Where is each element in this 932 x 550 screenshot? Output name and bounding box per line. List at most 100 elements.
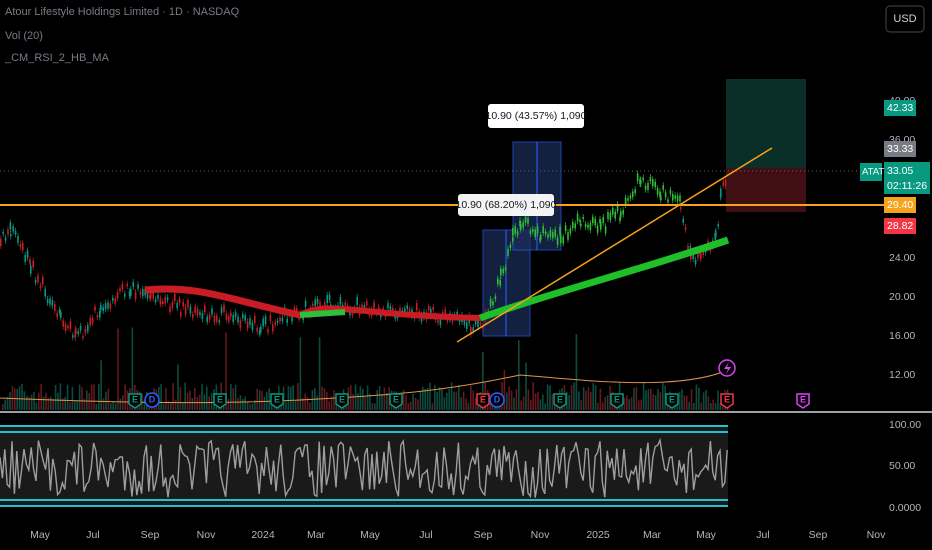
- candle-body: [406, 305, 408, 310]
- candle-body: [2, 231, 4, 235]
- candle-body: [137, 284, 139, 289]
- candle-body: [326, 295, 328, 304]
- candle-body: [514, 226, 516, 234]
- candle-body: [244, 315, 246, 321]
- volume-bar: [383, 387, 386, 410]
- candle-body: [258, 330, 261, 334]
- candle-body: [594, 218, 596, 226]
- candle-body: [512, 237, 514, 242]
- candle-body: [121, 283, 124, 290]
- candle-body: [690, 252, 692, 260]
- volume-bar: [640, 399, 642, 410]
- earnings-marker[interactable]: [389, 393, 403, 409]
- volume-bar: [90, 384, 93, 410]
- candle-body: [64, 324, 67, 331]
- candle-body: [12, 226, 14, 232]
- candle-body: [134, 292, 137, 300]
- candle-body: [51, 299, 54, 307]
- volume-bar: [62, 398, 64, 410]
- time-tick-label: Nov: [197, 529, 216, 541]
- candle-body: [26, 250, 29, 258]
- candle-body: [230, 312, 232, 317]
- candle-body: [189, 306, 192, 314]
- earnings-marker[interactable]: [335, 393, 349, 409]
- candle-body: [361, 304, 363, 311]
- candle-body: [114, 298, 116, 304]
- volume-bar: [256, 388, 258, 410]
- candle-body: [119, 288, 121, 292]
- candle-body: [399, 307, 401, 311]
- target-zone: [726, 79, 806, 168]
- volume-bar: [93, 384, 95, 410]
- volume-bar: [652, 394, 654, 410]
- volume-bar: [174, 399, 177, 410]
- volume-bar: [717, 390, 719, 410]
- earnings-marker[interactable]: [720, 393, 734, 409]
- event-label: E: [393, 394, 399, 404]
- volume-bar: [234, 384, 237, 410]
- volume-bar: [590, 391, 592, 410]
- earnings-marker[interactable]: [796, 393, 810, 409]
- candle-body: [499, 280, 501, 286]
- candle-body: [102, 307, 104, 311]
- candle-body: [112, 297, 114, 301]
- candle-body: [682, 218, 684, 223]
- stop-badge: [884, 218, 916, 234]
- earnings-marker[interactable]: [476, 393, 490, 409]
- candle-body: [9, 222, 12, 230]
- volume-bar: [131, 327, 134, 410]
- candle-body: [717, 224, 719, 227]
- dividend-marker[interactable]: [144, 392, 160, 408]
- earnings-marker[interactable]: [270, 393, 284, 409]
- candle-body: [328, 294, 331, 300]
- candle-body: [44, 288, 46, 297]
- dividend-marker[interactable]: [489, 392, 505, 408]
- earnings-marker[interactable]: [665, 393, 679, 409]
- candle-body: [524, 216, 527, 223]
- volume-bar: [520, 400, 522, 410]
- candle-body: [616, 204, 619, 212]
- candle-body: [99, 311, 101, 318]
- earnings-marker[interactable]: [553, 393, 567, 409]
- price-tick-label: 12.00: [889, 369, 915, 381]
- volume-bar: [237, 398, 239, 410]
- volume-bar: [117, 328, 119, 410]
- volume-bar: [570, 385, 573, 410]
- candle-body: [251, 322, 254, 330]
- candle-body: [324, 302, 326, 306]
- candle-body: [472, 327, 474, 332]
- volume-bar: [424, 388, 426, 410]
- volume-bar: [100, 360, 102, 410]
- volume-bar: [719, 403, 722, 410]
- earnings-marker[interactable]: [128, 393, 142, 409]
- volume-bar: [508, 386, 510, 410]
- volume-bar: [578, 391, 580, 410]
- volume-bar: [376, 390, 378, 410]
- candle-body: [494, 296, 497, 299]
- candle-body: [107, 302, 109, 309]
- earnings-marker[interactable]: [213, 393, 227, 409]
- volume-bar: [597, 402, 599, 410]
- candle-body: [378, 306, 380, 311]
- candle-body: [479, 322, 482, 326]
- stop-level-badge: [884, 141, 916, 157]
- volume-bar: [285, 401, 287, 410]
- currency-button[interactable]: [885, 5, 925, 33]
- candle-body: [507, 248, 509, 257]
- candle-body: [104, 303, 107, 310]
- volume-bar: [426, 387, 429, 410]
- earnings-marker[interactable]: [610, 393, 624, 409]
- volume-bar: [530, 399, 532, 410]
- volume-bar: [525, 362, 527, 410]
- volume-bar: [686, 395, 688, 410]
- candle-body: [79, 326, 82, 331]
- volume-bar: [352, 393, 354, 410]
- currency-label[interactable]: USD: [893, 13, 916, 25]
- candle-body: [720, 188, 722, 197]
- volume-bar: [302, 397, 304, 410]
- candle-body: [319, 302, 321, 306]
- candle-body: [532, 228, 534, 232]
- candle-body: [614, 211, 616, 219]
- candle-body: [232, 314, 234, 322]
